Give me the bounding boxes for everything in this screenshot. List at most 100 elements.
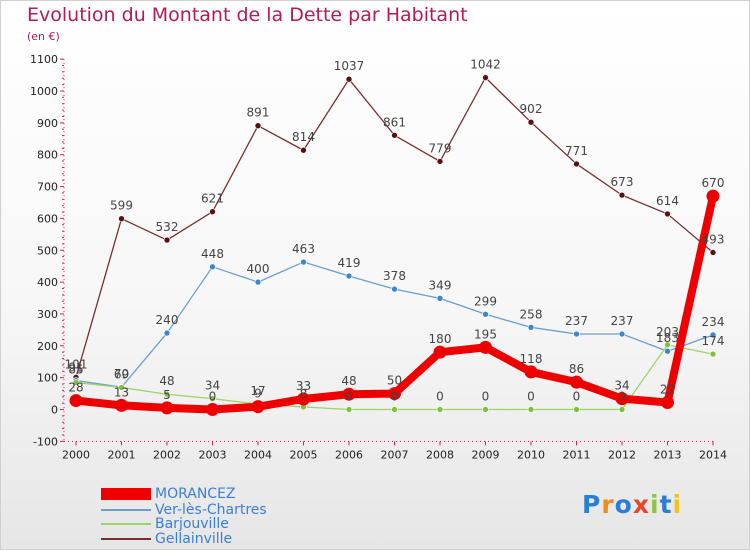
data-point <box>433 345 447 359</box>
data-point <box>209 208 216 216</box>
data-label: 0 <box>618 390 626 404</box>
legend-swatch-gellainville <box>101 538 151 540</box>
data-point <box>482 406 489 413</box>
data-label: 203 <box>656 325 679 339</box>
x-tick-label: 2010 <box>517 448 545 461</box>
data-label: 349 <box>429 278 452 292</box>
data-point <box>69 394 83 408</box>
legend-label-ver-les-chartres: Ver-lès-Chartres <box>155 502 267 518</box>
data-point <box>115 398 128 412</box>
data-label: 0 <box>482 390 490 404</box>
legend-label-barjouville: Barjouville <box>155 516 229 532</box>
data-label: 1037 <box>334 59 365 73</box>
data-point <box>527 406 535 413</box>
data-label: 118 <box>520 352 543 366</box>
data-point <box>342 387 356 401</box>
data-point <box>618 406 626 413</box>
data-point <box>573 406 580 413</box>
data-label: 779 <box>429 141 452 155</box>
data-label: 1042 <box>470 58 501 72</box>
data-label: 463 <box>292 242 315 256</box>
data-label: 0 <box>391 390 399 404</box>
legend-item-ver-les-chartres: Ver-lès-Chartres <box>101 503 267 517</box>
data-point <box>706 189 720 203</box>
data-label: 493 <box>702 232 725 246</box>
data-point <box>163 390 171 398</box>
data-point <box>436 158 444 165</box>
data-label: 621 <box>201 192 224 206</box>
data-label: 419 <box>338 256 361 270</box>
data-point <box>527 324 535 331</box>
data-label: 670 <box>702 176 725 190</box>
data-label: 48 <box>341 374 356 388</box>
data-point <box>709 350 717 358</box>
data-point <box>391 406 398 413</box>
legend-label-gellainville: Gellainville <box>155 531 233 547</box>
data-label: 299 <box>474 294 497 308</box>
logo-letter: x <box>632 490 650 519</box>
data-label: 174 <box>702 334 725 348</box>
data-point <box>118 384 125 391</box>
data-point <box>664 341 671 349</box>
y-tick-label: 1100 <box>30 53 58 66</box>
chart-unit-label: (en €) <box>27 30 60 43</box>
x-tick-label: 2007 <box>381 448 409 461</box>
logo-letter: i <box>672 490 683 519</box>
data-label: 70 <box>114 367 129 381</box>
data-label: 448 <box>201 247 224 261</box>
data-point <box>709 249 717 256</box>
data-label: 902 <box>520 102 543 116</box>
data-point <box>661 395 674 409</box>
data-label: 400 <box>247 262 270 276</box>
logo-letter: P <box>582 490 602 519</box>
data-point <box>251 400 265 414</box>
data-label: 240 <box>156 313 179 327</box>
data-point <box>573 330 580 338</box>
legend-item-barjouville: Barjouville <box>101 517 229 531</box>
data-label: 17 <box>250 384 265 398</box>
y-tick-label: 800 <box>37 149 58 162</box>
x-tick-label: 2013 <box>654 448 682 461</box>
data-label: 234 <box>702 315 725 329</box>
data-label: 28 <box>68 381 83 395</box>
data-point <box>206 403 219 416</box>
data-point <box>482 310 489 318</box>
data-point <box>300 258 307 266</box>
data-point <box>391 131 398 139</box>
data-point <box>618 330 626 338</box>
x-tick-label: 2000 <box>62 448 90 461</box>
y-tick-label: 100 <box>37 372 58 385</box>
data-point <box>709 331 717 339</box>
y-tick-label: 900 <box>37 117 58 130</box>
y-tick-label: 500 <box>37 244 58 257</box>
data-label: 91 <box>68 361 83 375</box>
data-point <box>479 340 492 354</box>
data-label: 0 <box>345 390 353 404</box>
data-label: 195 <box>474 327 497 341</box>
data-point <box>118 215 125 223</box>
data-label: 180 <box>429 332 452 346</box>
data-label: 599 <box>110 199 133 213</box>
data-point <box>300 146 307 154</box>
data-label: 8 <box>300 387 308 401</box>
data-label: 258 <box>520 307 543 321</box>
x-tick-label: 2005 <box>290 448 318 461</box>
data-point <box>254 122 262 130</box>
data-label: 34 <box>205 379 220 393</box>
data-label: 33 <box>296 379 311 393</box>
data-point <box>160 401 174 415</box>
data-label: 22 <box>660 382 675 396</box>
data-point <box>524 365 538 379</box>
x-tick-label: 2011 <box>563 448 591 461</box>
x-tick-label: 2002 <box>153 448 181 461</box>
legend-swatch-barjouville <box>101 523 151 525</box>
data-point <box>482 74 489 81</box>
data-label: 0 <box>209 390 217 404</box>
y-tick-label: 1000 <box>30 85 58 98</box>
x-tick-label: 2001 <box>108 448 136 461</box>
x-tick-label: 2009 <box>472 448 500 461</box>
data-point <box>254 278 262 286</box>
chart-title: Evolution du Montant de la Dette par Hab… <box>27 4 468 26</box>
